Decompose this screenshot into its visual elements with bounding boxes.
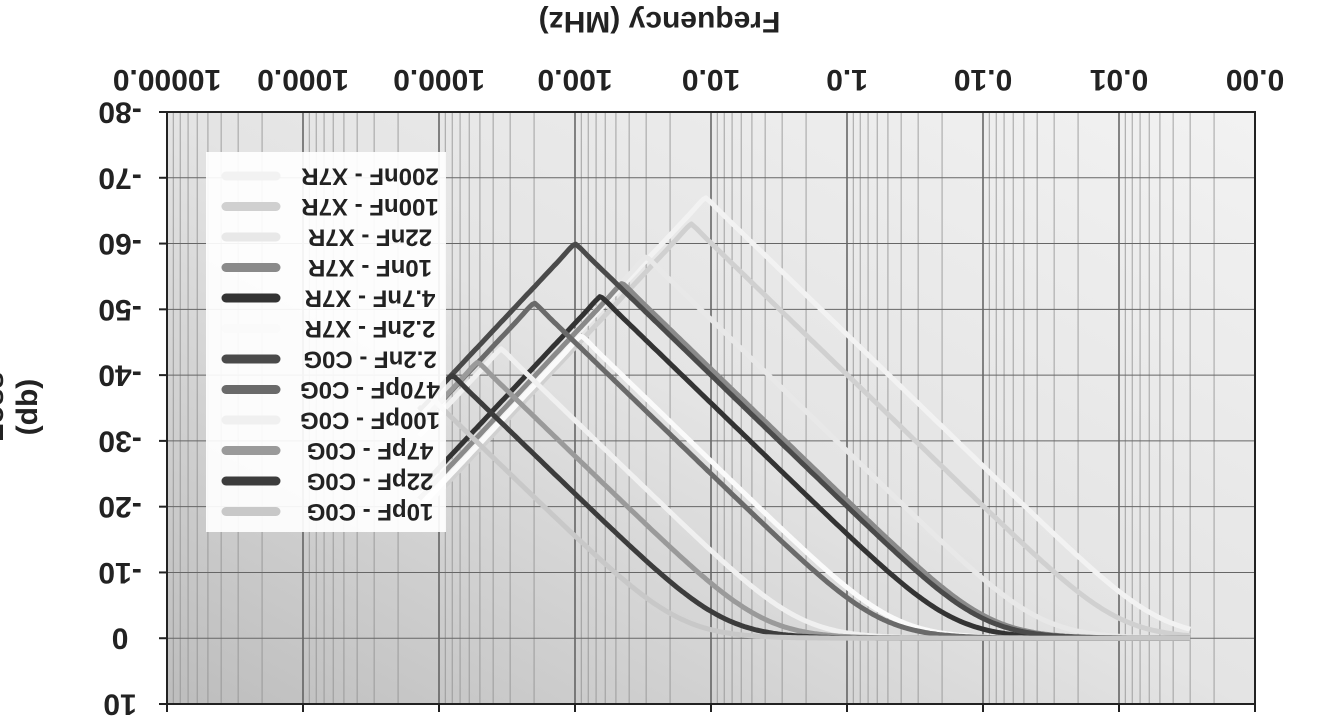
y-tick-labels: -80 -70 -60 -50 -40 -30 -20 -10 0 10 [98,96,167,721]
x-tick-label: 1000.0 [393,63,485,96]
legend-label: 100nF - X7R [301,193,438,220]
x-tick-label: 10000.0 [113,63,221,96]
x-tick-labels: 0.00 0.01 0.10 1.0 10.0 100.0 1000.0 1000.0 1000… [113,63,1284,712]
x-tick-label: 10.0 [682,63,740,96]
legend-label: 10pF - C0G [307,498,434,525]
x-tick-label: 1.0 [826,63,868,96]
legend: 200nF - X7R 100nF - X7R 22nF - X7R 10nF - X… [206,152,446,532]
legend-label: 22pF - C0G [307,468,434,495]
y-tick-label: 10 [103,688,136,721]
legend-label: 22nF - X7R [308,224,432,251]
y-tick-label: -10 [98,556,141,589]
legend-label: 200nF - X7R [301,163,438,190]
legend-box [206,152,446,532]
x-tick-label: 0.01 [1090,63,1148,96]
x-tick-label: 100.0 [537,63,612,96]
series-line-11 [417,392,1191,641]
y-tick-label: -40 [98,359,141,392]
y-tick-label: 0 [112,622,129,655]
y-tick-label: -70 [98,161,141,194]
y-tick-label: -20 [98,490,141,523]
y-tick-label: -60 [98,227,141,260]
legend-label: 100pF - C0G [300,407,440,434]
series-lines [417,195,1191,641]
x-tick-label: 1000.0 [257,63,349,96]
legend-label: 2.2nF - C0G [303,346,436,373]
series-line-1 [417,221,1191,639]
legend-label: 4.7nF - X7R [305,285,436,312]
x-tick-label: 0.10 [954,63,1012,96]
y-tick-label: -30 [98,424,141,457]
legend-label: 47pF - C0G [307,437,434,464]
y-tick-label: -80 [98,96,141,129]
legend-label: 470pF - C0G [300,376,440,403]
legend-label: 2.2nF - X7R [305,315,436,342]
x-tick-label: 0.00 [1226,63,1284,96]
y-tick-label: -50 [98,293,141,326]
legend-label: 10nF - X7R [308,254,432,281]
